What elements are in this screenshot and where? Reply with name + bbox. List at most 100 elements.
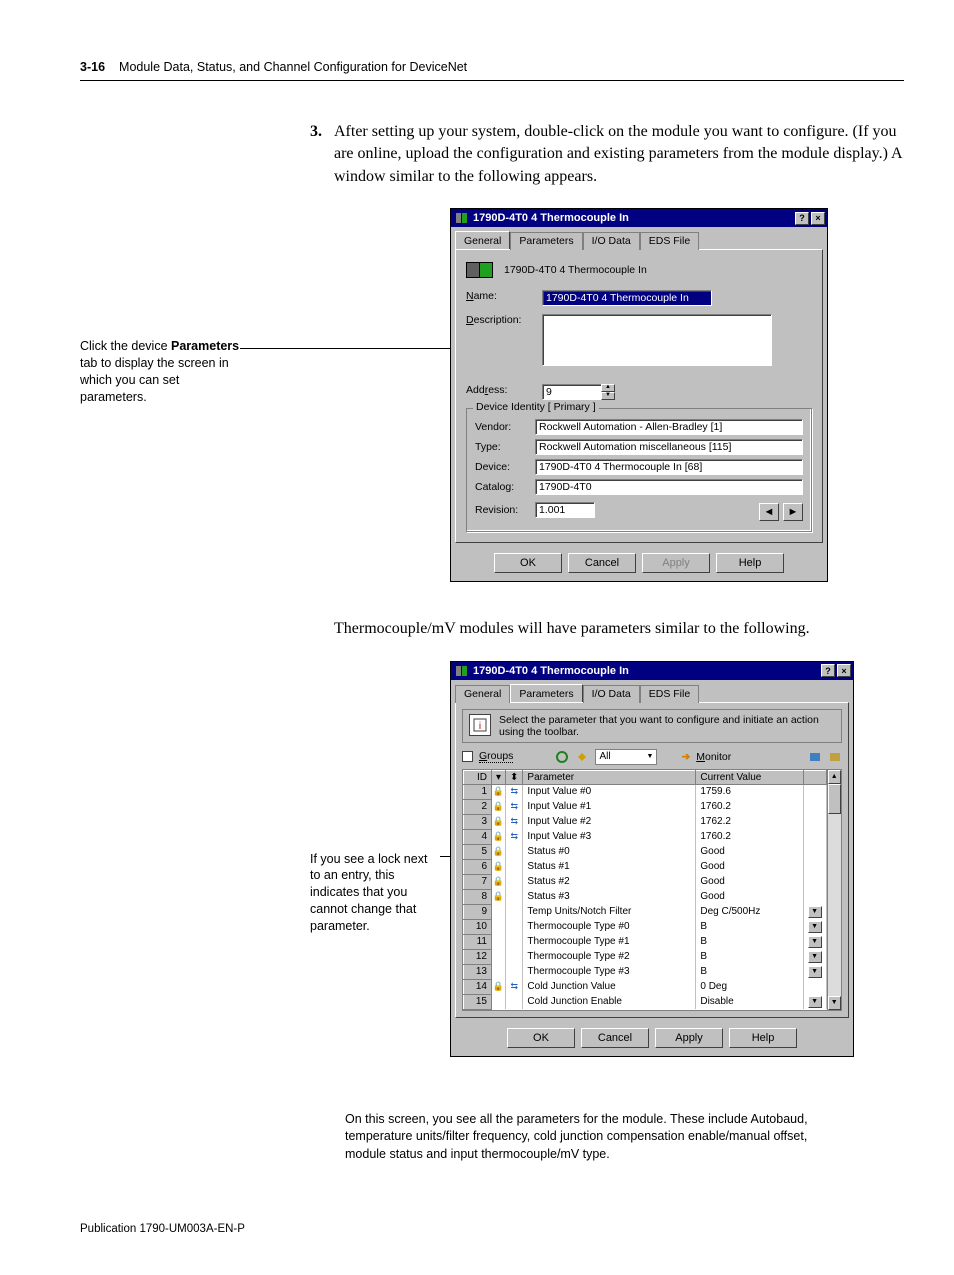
tool-icon-4[interactable] bbox=[828, 750, 842, 764]
table-row[interactable]: 11Thermocouple Type #1B▼ bbox=[464, 934, 827, 949]
cancel-button-2[interactable]: Cancel bbox=[581, 1028, 649, 1048]
param-name: Status #3 bbox=[523, 889, 696, 904]
table-row[interactable]: 12Thermocouple Type #2B▼ bbox=[464, 949, 827, 964]
param-value[interactable]: B bbox=[696, 964, 803, 979]
param-value[interactable]: 0 Deg bbox=[696, 979, 803, 994]
close-icon[interactable]: × bbox=[811, 212, 825, 225]
tabs-2: General Parameters I/O Data EDS File bbox=[451, 680, 853, 702]
table-row[interactable]: 9Temp Units/Notch FilterDeg C/500Hz▼ bbox=[464, 904, 827, 919]
param-dropdown[interactable]: ▼ bbox=[803, 919, 826, 934]
param-dropdown[interactable]: ▼ bbox=[803, 994, 826, 1009]
help-button[interactable]: Help bbox=[716, 553, 784, 573]
description-field[interactable] bbox=[542, 314, 772, 366]
param-value[interactable]: Good bbox=[696, 874, 803, 889]
param-value[interactable]: 1760.2 bbox=[696, 799, 803, 814]
col-sort-1[interactable]: ▾ bbox=[492, 770, 506, 784]
param-dropdown[interactable]: ▼ bbox=[803, 964, 826, 979]
lock-icon bbox=[492, 919, 506, 934]
table-row[interactable]: 6🔒Status #1Good bbox=[464, 859, 827, 874]
col-current-value[interactable]: Current Value bbox=[696, 770, 803, 784]
table-row[interactable]: 3🔒⇆Input Value #21762.2 bbox=[464, 814, 827, 829]
table-row[interactable]: 4🔒⇆Input Value #31760.2 bbox=[464, 829, 827, 844]
tool-icon-2[interactable] bbox=[575, 750, 589, 764]
device-identity-group: Device Identity [ Primary ] Vendor:Rockw… bbox=[466, 408, 812, 532]
app-icon-2 bbox=[455, 664, 469, 678]
screen-note: On this screen, you see all the paramete… bbox=[345, 1111, 845, 1164]
table-row[interactable]: 15Cold Junction EnableDisable▼ bbox=[464, 994, 827, 1009]
param-dropdown bbox=[803, 844, 826, 859]
titlebar[interactable]: 1790D-4T0 4 Thermocouple In ? × bbox=[451, 209, 827, 227]
ok-button[interactable]: OK bbox=[494, 553, 562, 573]
tab-io-data-2[interactable]: I/O Data bbox=[583, 685, 640, 703]
help-button-icon-2[interactable]: ? bbox=[821, 664, 835, 677]
next-button[interactable]: ► bbox=[783, 503, 803, 521]
param-dropdown[interactable]: ▼ bbox=[803, 949, 826, 964]
scroll-thumb[interactable] bbox=[828, 784, 841, 814]
param-dropdown[interactable]: ▼ bbox=[803, 904, 826, 919]
param-dropdown[interactable]: ▼ bbox=[803, 934, 826, 949]
param-value[interactable]: B bbox=[696, 949, 803, 964]
address-field[interactable]: 9 bbox=[542, 384, 602, 400]
help-button-2[interactable]: Help bbox=[729, 1028, 797, 1048]
tab-general-2[interactable]: General bbox=[455, 685, 510, 703]
monitor-label[interactable]: Monitor bbox=[696, 751, 731, 763]
scroll-down-icon[interactable]: ▼ bbox=[828, 996, 841, 1010]
link-icon: ⇆ bbox=[506, 979, 523, 994]
info-box: i Select the parameter that you want to … bbox=[462, 709, 842, 743]
param-value[interactable]: B bbox=[696, 934, 803, 949]
tab-parameters[interactable]: Parameters bbox=[510, 232, 582, 250]
help-button-icon[interactable]: ? bbox=[795, 212, 809, 225]
name-field[interactable]: 1790D-4T0 4 Thermocouple In bbox=[542, 290, 712, 306]
param-value[interactable]: B bbox=[696, 919, 803, 934]
table-row[interactable]: 14🔒⇆Cold Junction Value0 Deg bbox=[464, 979, 827, 994]
table-row[interactable]: 5🔒Status #0Good bbox=[464, 844, 827, 859]
param-name: Input Value #3 bbox=[523, 829, 696, 844]
groups-label[interactable]: Groups bbox=[479, 750, 513, 763]
param-value[interactable]: Good bbox=[696, 889, 803, 904]
lock-icon: 🔒 bbox=[492, 874, 506, 889]
dialog-parameters: 1790D-4T0 4 Thermocouple In ? × General … bbox=[450, 661, 854, 1057]
table-row[interactable]: 2🔒⇆Input Value #11760.2 bbox=[464, 799, 827, 814]
param-value[interactable]: 1760.2 bbox=[696, 829, 803, 844]
tab-parameters-2[interactable]: Parameters bbox=[510, 684, 582, 702]
titlebar-2[interactable]: 1790D-4T0 4 Thermocouple In ? × bbox=[451, 662, 853, 680]
param-value[interactable]: Good bbox=[696, 844, 803, 859]
address-spinner[interactable]: ▲▼ bbox=[601, 384, 615, 400]
apply-button-2[interactable]: Apply bbox=[655, 1028, 723, 1048]
param-value[interactable]: Deg C/500Hz bbox=[696, 904, 803, 919]
cancel-button[interactable]: Cancel bbox=[568, 553, 636, 573]
scroll-up-icon[interactable]: ▲ bbox=[828, 770, 841, 784]
ok-button-2[interactable]: OK bbox=[507, 1028, 575, 1048]
step-text: After setting up your system, double-cli… bbox=[334, 121, 904, 188]
tab-general[interactable]: General bbox=[455, 231, 510, 249]
table-row[interactable]: 13Thermocouple Type #3B▼ bbox=[464, 964, 827, 979]
step-number: 3. bbox=[310, 121, 328, 188]
module-icon bbox=[466, 260, 494, 280]
table-row[interactable]: 1🔒⇆Input Value #01759.6 bbox=[464, 784, 827, 799]
param-value[interactable]: 1759.6 bbox=[696, 784, 803, 799]
param-value[interactable]: 1762.2 bbox=[696, 814, 803, 829]
lock-icon: 🔒 bbox=[492, 784, 506, 799]
scrollbar[interactable]: ▲ ▼ bbox=[827, 770, 841, 1010]
groups-checkbox[interactable] bbox=[462, 751, 473, 762]
prev-button[interactable]: ◄ bbox=[759, 503, 779, 521]
apply-button[interactable]: Apply bbox=[642, 553, 710, 573]
tab-eds-file-2[interactable]: EDS File bbox=[640, 685, 699, 703]
col-id[interactable]: ID bbox=[464, 770, 492, 784]
tool-icon-1[interactable] bbox=[555, 750, 569, 764]
tab-io-data[interactable]: I/O Data bbox=[583, 232, 640, 250]
table-row[interactable]: 8🔒Status #3Good bbox=[464, 889, 827, 904]
param-value[interactable]: Disable bbox=[696, 994, 803, 1009]
col-sort-2[interactable]: ⬍ bbox=[506, 770, 523, 784]
table-row[interactable]: 10Thermocouple Type #0B▼ bbox=[464, 919, 827, 934]
col-parameter[interactable]: Parameter bbox=[523, 770, 696, 784]
filter-select[interactable]: All▼ bbox=[595, 749, 657, 765]
close-icon-2[interactable]: × bbox=[837, 664, 851, 677]
tab-eds-file[interactable]: EDS File bbox=[640, 232, 699, 250]
param-value[interactable]: Good bbox=[696, 859, 803, 874]
param-name: Thermocouple Type #2 bbox=[523, 949, 696, 964]
lock-icon bbox=[492, 934, 506, 949]
tool-icon-3[interactable] bbox=[808, 750, 822, 764]
row-id: 14 bbox=[464, 979, 492, 994]
table-row[interactable]: 7🔒Status #2Good bbox=[464, 874, 827, 889]
